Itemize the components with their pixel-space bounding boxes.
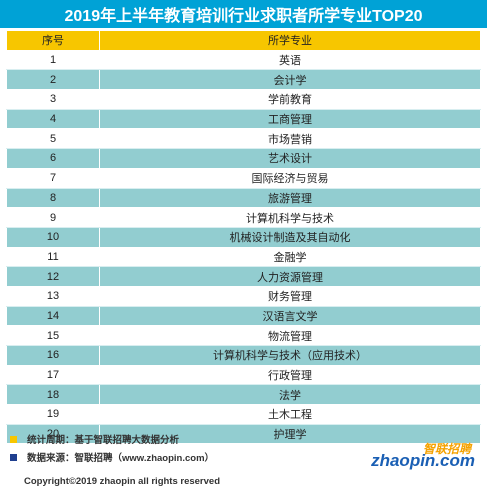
logo-cn-text: 智联招聘 (422, 442, 471, 456)
zhaopin-logo: 智联招聘 zhaopin.com (371, 440, 477, 474)
major-cell: 艺术设计 (99, 148, 481, 169)
copyright: Copyright©2019 zhaopin all rights reserv… (24, 476, 220, 487)
major-cell: 计算机科学与技术 (99, 207, 481, 228)
rank-cell: 18 (6, 384, 100, 406)
column-header-major: 所学专业 (99, 30, 481, 51)
rank-cell: 14 (6, 305, 100, 327)
major-cell: 财务管理 (99, 285, 481, 307)
major-cell: 土木工程 (99, 404, 481, 425)
stat-note-text: 统计周期：基于智联招聘大数据分析 (27, 435, 180, 446)
rank-cell: 9 (6, 207, 100, 228)
rank-cell: 15 (6, 325, 100, 346)
major-cell: 计算机科学与技术（应用技术） (99, 345, 481, 366)
table-row: 17 行政管理 (6, 364, 481, 386)
major-cell: 工商管理 (99, 108, 481, 130)
major-cell: 行政管理 (99, 364, 481, 386)
table-row: 4 工商管理 (6, 108, 481, 130)
rank-cell: 11 (6, 246, 100, 268)
source-note-text: 数据来源：智联招聘（www.zhaopin.com） (27, 453, 215, 464)
rank-cell: 7 (6, 167, 100, 189)
table-row: 3 学前教育 (6, 89, 481, 110)
table-row: 6 艺术设计 (6, 148, 481, 169)
rank-cell: 5 (6, 128, 100, 150)
table-row: 18 法学 (6, 384, 481, 406)
rank-cell: 2 (6, 69, 100, 91)
rank-cell: 6 (6, 148, 100, 169)
rank-cell: 19 (6, 404, 100, 425)
page-title: 2019年上半年教育培训行业求职者所学专业TOP20 (0, 0, 487, 28)
major-cell: 英语 (99, 49, 481, 71)
ranking-table: 序号 所学专业 1 英语 2 会计学 3 学前教育 4 工商管理 5 市场营销 6 艺术设计 7 国际经济… (6, 30, 481, 445)
rank-cell: 20 (6, 423, 100, 445)
rank-cell: 10 (6, 226, 100, 248)
table-row: 11 金融学 (6, 246, 481, 268)
table-row: 1 英语 (6, 49, 481, 71)
table-row: 19 土木工程 (6, 404, 481, 425)
table-row: 12 人力资源管理 (6, 266, 481, 287)
source-note: 数据来源：智联招聘（www.zhaopin.com） (10, 450, 214, 464)
footer: 统计周期：基于智联招聘大数据分析 数据来源：智联招聘（www.zhaopin.c… (0, 426, 487, 491)
table-row: 10 机械设计制造及其自动化 (6, 226, 481, 248)
major-cell: 法学 (99, 384, 481, 406)
major-cell: 汉语言文学 (99, 305, 481, 327)
major-cell: 物流管理 (99, 325, 481, 346)
blue-square-icon (10, 453, 17, 461)
table-row: 7 国际经济与贸易 (6, 167, 481, 189)
table-header-row: 序号 所学专业 (6, 30, 481, 51)
stat-note: 统计周期：基于智联招聘大数据分析 (10, 432, 179, 446)
rank-cell: 1 (6, 49, 100, 71)
column-header-rank: 序号 (6, 30, 100, 51)
table-row: 8 旅游管理 (6, 187, 481, 209)
major-cell: 人力资源管理 (99, 266, 481, 287)
major-cell: 学前教育 (99, 89, 481, 110)
table-row: 9 计算机科学与技术 (6, 207, 481, 228)
major-cell: 国际经济与贸易 (99, 167, 481, 189)
yellow-square-icon (10, 435, 17, 443)
table-row: 2 会计学 (6, 69, 481, 91)
logo-en-text: zhaopin.com (371, 451, 475, 470)
major-cell: 护理学 (99, 423, 481, 445)
rank-cell: 8 (6, 187, 100, 209)
rank-cell: 4 (6, 108, 100, 130)
major-cell: 市场营销 (99, 128, 481, 150)
rank-cell: 16 (6, 345, 100, 366)
table-row: 5 市场营销 (6, 128, 481, 150)
rank-cell: 17 (6, 364, 100, 386)
major-cell: 金融学 (99, 246, 481, 268)
major-cell: 旅游管理 (99, 187, 481, 209)
major-cell: 机械设计制造及其自动化 (99, 226, 481, 248)
table-row: 15 物流管理 (6, 325, 481, 346)
major-cell: 会计学 (99, 69, 481, 91)
table-row: 16 计算机科学与技术（应用技术） (6, 345, 481, 366)
table-row: 20 护理学 (6, 423, 481, 445)
rank-cell: 3 (6, 89, 100, 110)
table-row: 14 汉语言文学 (6, 305, 481, 327)
rank-cell: 12 (6, 266, 100, 287)
rank-cell: 13 (6, 285, 100, 307)
table-row: 13 财务管理 (6, 285, 481, 307)
